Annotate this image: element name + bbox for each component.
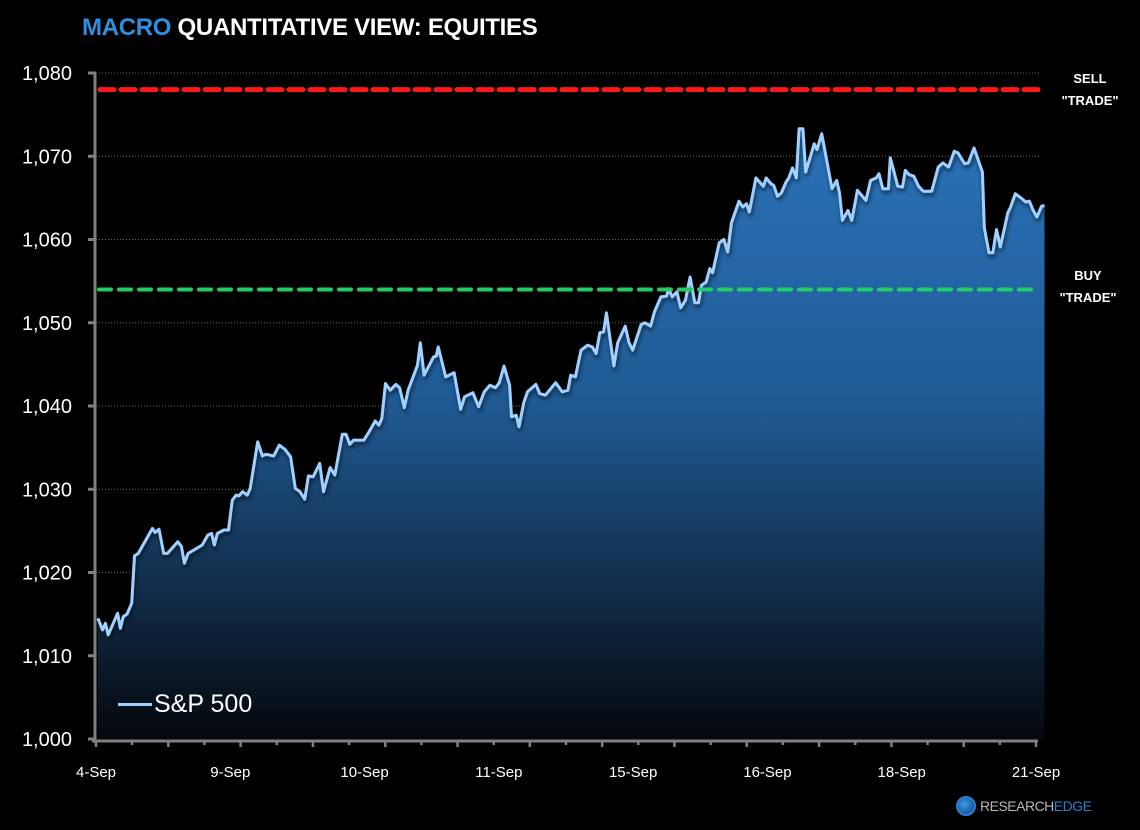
y-tick-label: 1,020 — [22, 563, 72, 585]
y-axis-labels: 1,000 1,010 1,020 1,030 1,040 1,050 1,060 1,070… — [22, 63, 72, 751]
x-tick-label: 18-Sep — [878, 764, 926, 781]
x-tick-label: 10-Sep — [340, 764, 388, 781]
sell-label-line1: SELL — [1073, 71, 1107, 86]
title-rest: QUANTITATIVE VIEW: EQUITIES — [171, 14, 538, 41]
title-accent: MACRO — [82, 14, 172, 41]
x-tick-label: 21-Sep — [1012, 764, 1060, 781]
buy-label-line1: BUY — [1074, 268, 1102, 283]
legend: S&P 500 — [118, 690, 252, 719]
y-tick-label: 1,080 — [22, 63, 72, 85]
y-tick-label: 1,040 — [22, 396, 72, 418]
axes — [88, 71, 1038, 747]
x-tick-label: 4-Sep — [76, 764, 116, 781]
x-tick-label: 15-Sep — [609, 764, 657, 781]
buy-trade-label: BUY "TRADE" — [1043, 265, 1133, 309]
y-tick-label: 1,010 — [22, 646, 72, 668]
sell-label-line2: "TRADE" — [1061, 93, 1119, 108]
legend-label: S&P 500 — [154, 690, 253, 718]
buy-label-line2: "TRADE" — [1059, 290, 1117, 305]
researchedge-logo: RESEARCHEDGE — [956, 796, 1092, 816]
x-tick-label: 11-Sep — [475, 764, 522, 781]
y-tick-label: 1,030 — [22, 479, 72, 501]
sell-trade-label: SELL "TRADE" — [1045, 68, 1135, 112]
logo-text: RESEARCHEDGE — [980, 798, 1092, 814]
x-axis-labels: 4-Sep 9-Sep 10-Sep 11-Sep 15-Sep 16-Sep 18-Sep… — [76, 764, 1060, 781]
x-tick-label: 16-Sep — [743, 764, 791, 781]
sp500-area-fill — [97, 128, 1045, 740]
x-tick-label: 9-Sep — [210, 764, 250, 781]
legend-line-swatch-icon — [118, 703, 152, 706]
y-tick-label: 1,070 — [22, 146, 72, 168]
chart-title: MACRO QUANTITATIVE VIEW: EQUITIES — [82, 14, 538, 42]
y-tick-label: 1,000 — [22, 729, 72, 751]
y-tick-label: 1,050 — [22, 313, 72, 335]
globe-icon — [956, 796, 976, 816]
sp500-line — [96, 127, 1045, 637]
y-tick-label: 1,060 — [22, 230, 72, 252]
